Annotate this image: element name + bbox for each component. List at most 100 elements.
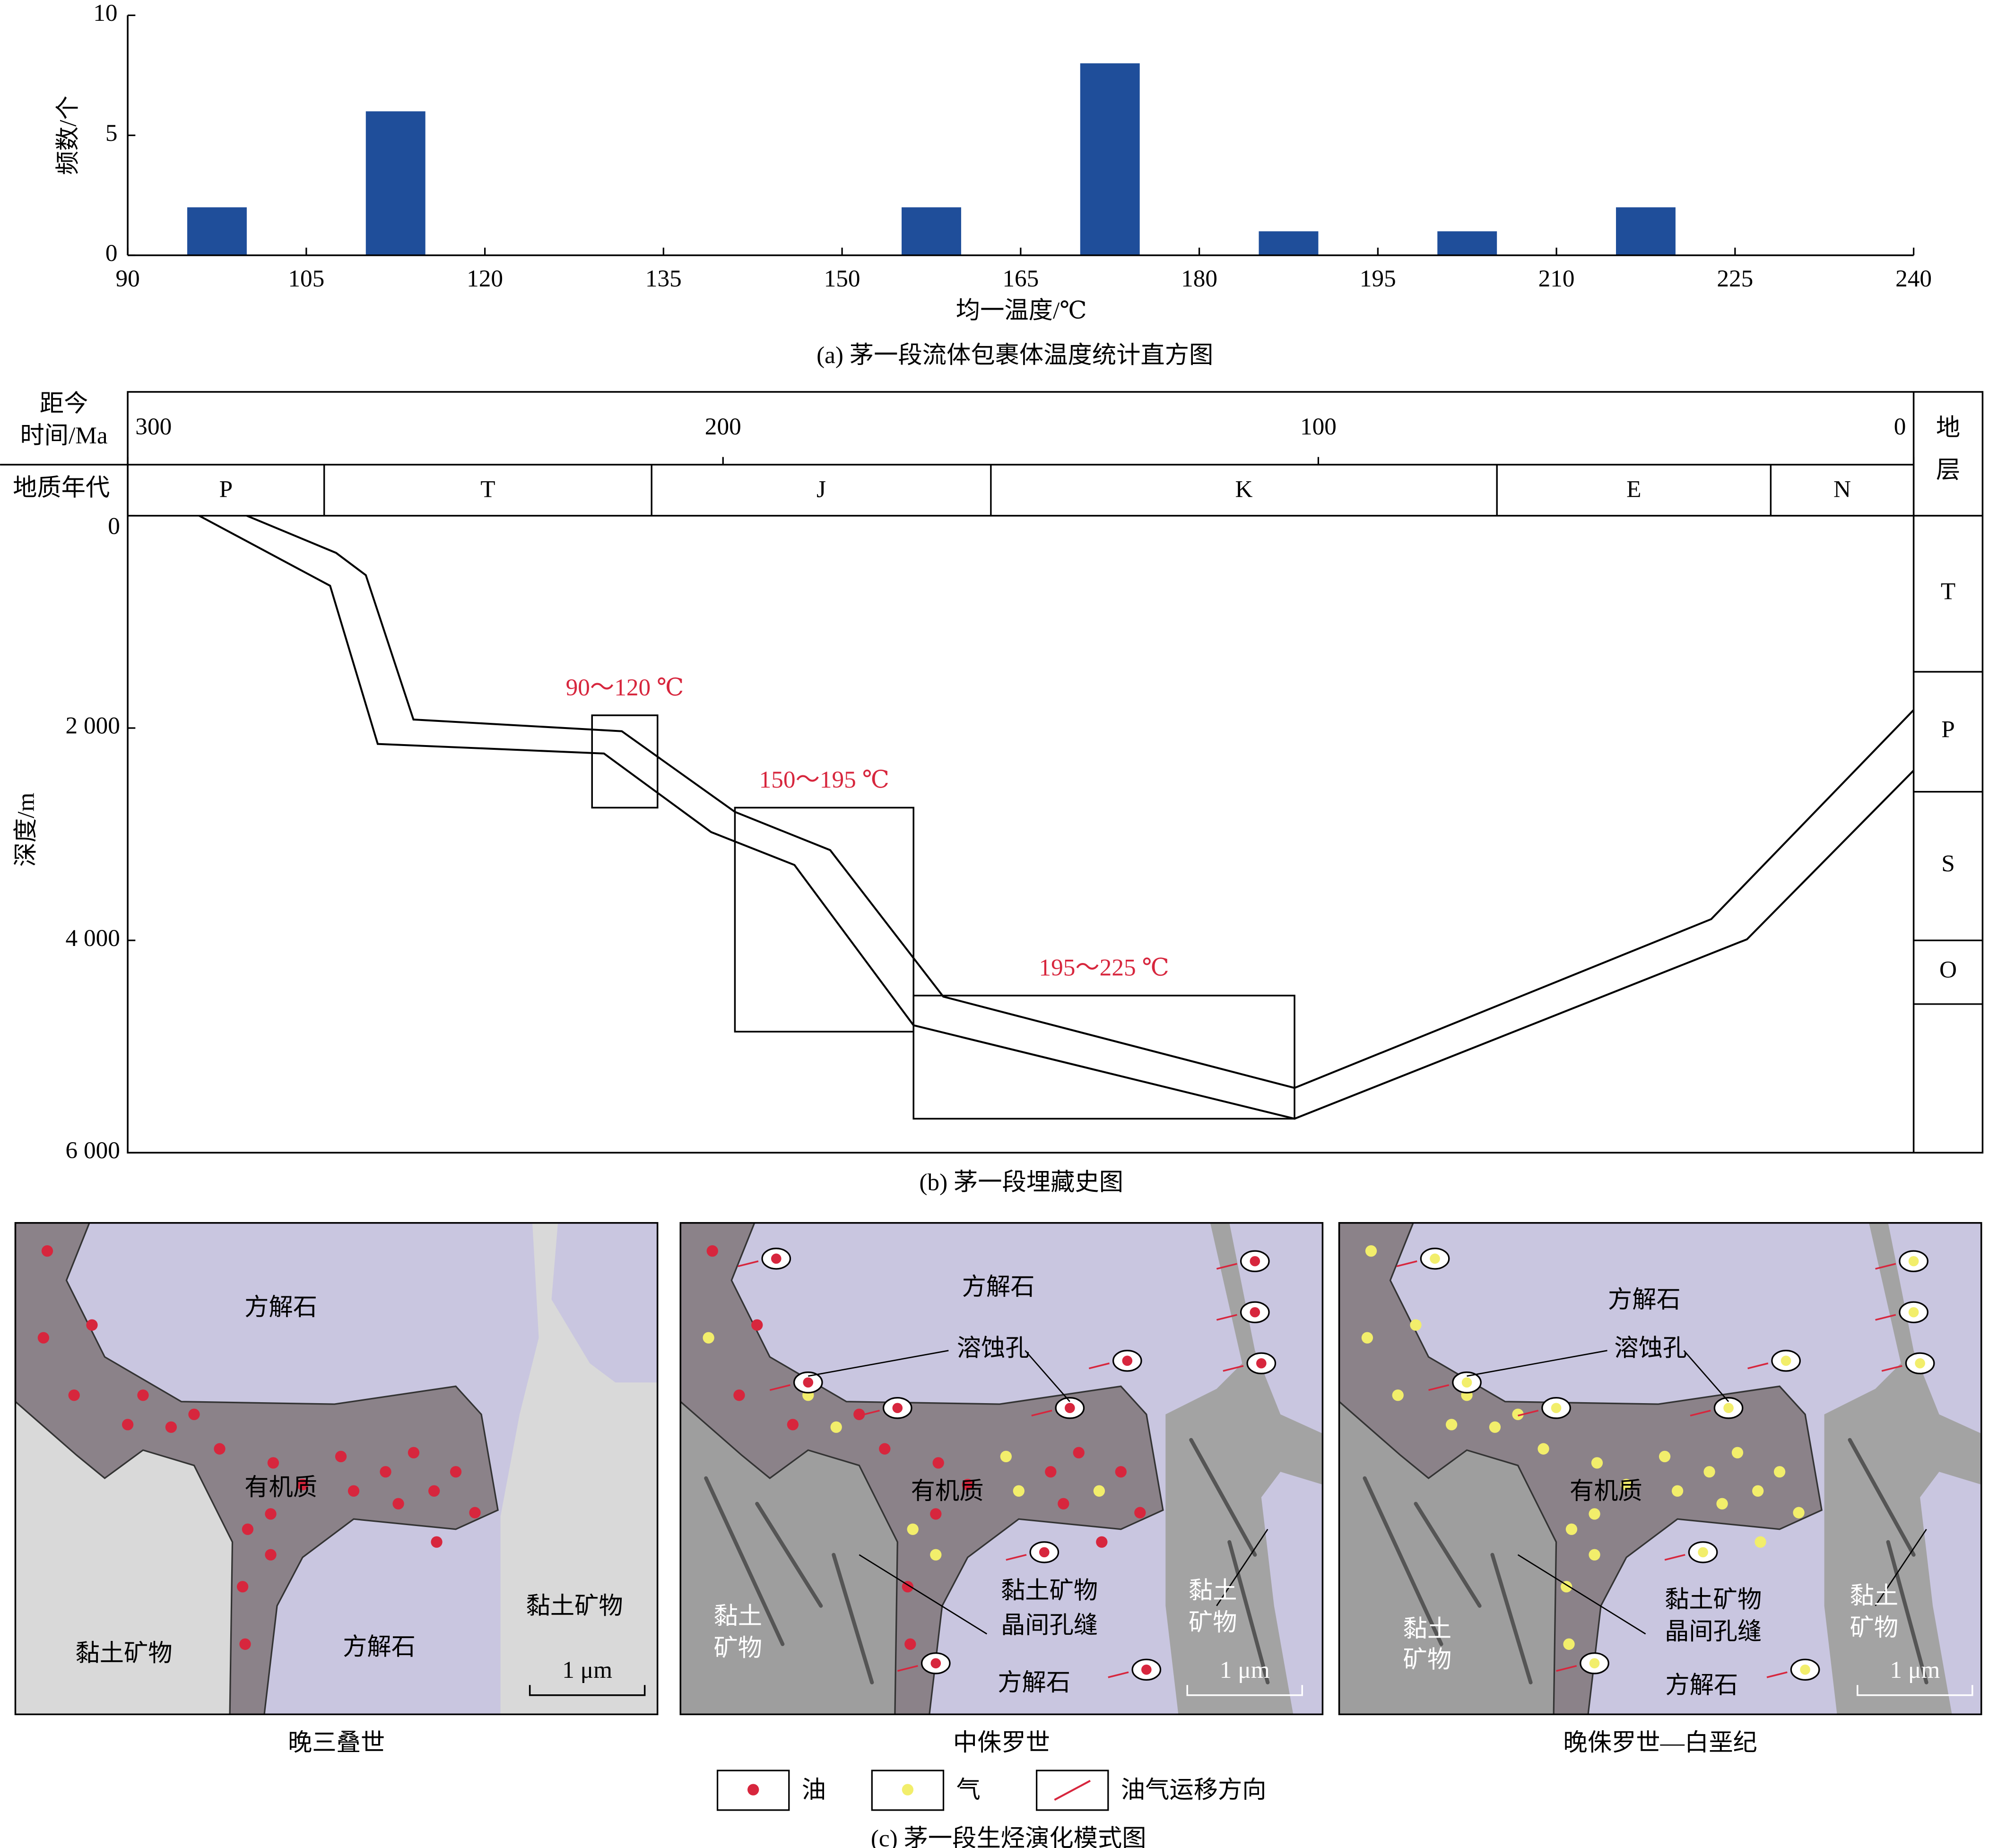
clay-streak <box>1414 1501 1482 1608</box>
strata-label: P <box>1941 716 1955 743</box>
region-label: 黏土 <box>713 1603 762 1630</box>
organic-matter <box>14 1222 499 1715</box>
gas-dot <box>902 1784 914 1796</box>
diagram-title: (c) 茅一段生烃演化模式图 <box>871 1825 1146 1848</box>
oil-dot <box>41 1245 53 1257</box>
bar <box>1080 63 1140 256</box>
bar <box>187 207 247 256</box>
gas-dot <box>1773 1466 1786 1478</box>
oil-dot <box>392 1498 404 1510</box>
migration-arrow <box>1088 1362 1110 1370</box>
period-label: E <box>1626 476 1641 503</box>
period-label: P <box>219 476 233 503</box>
region-label: 黏土 <box>1403 1616 1452 1643</box>
period-label: 地质年代 <box>13 475 110 502</box>
gas-dot <box>1446 1419 1458 1431</box>
oil-dot <box>335 1450 347 1463</box>
temperature-label: 90～120 ℃ <box>566 674 684 701</box>
migration-arrow <box>897 1665 918 1672</box>
period-label: K <box>1235 476 1253 503</box>
region-label: 晶间孔缝 <box>1001 1612 1098 1639</box>
gas-dot <box>1410 1319 1422 1331</box>
oil-dot <box>962 1479 973 1491</box>
temperature-label: 150～195 ℃ <box>759 766 889 793</box>
gas-dot <box>1781 1355 1791 1366</box>
x-tick-label: 0 <box>1894 413 1906 440</box>
oil-dot <box>137 1389 149 1401</box>
migration-arrow <box>1875 1314 1896 1321</box>
clay-streak <box>1227 1540 1270 1684</box>
oil-dot <box>1073 1447 1085 1458</box>
leader-line <box>1517 1554 1646 1635</box>
clay-streak <box>1490 1553 1533 1684</box>
oil-dot <box>408 1447 420 1458</box>
x-tick-label: 210 <box>1538 265 1575 292</box>
gas-dot <box>830 1421 842 1433</box>
migration-arrow <box>1556 1665 1577 1672</box>
gas-dot <box>1000 1450 1012 1463</box>
gas-dot <box>1800 1664 1810 1675</box>
temperature-window <box>912 995 1295 1120</box>
gas-dot <box>1551 1403 1562 1414</box>
bar <box>365 111 426 256</box>
y-tick-label: 0 <box>105 240 118 267</box>
gas-dot <box>1512 1408 1524 1420</box>
leader-line <box>1025 1350 1070 1402</box>
leader-line <box>1216 1529 1268 1606</box>
region-label: 1 μm <box>1220 1657 1270 1683</box>
region-label: 溶蚀孔 <box>1614 1335 1687 1362</box>
bar <box>1437 231 1497 256</box>
oil-dot <box>803 1377 814 1388</box>
oil-dot <box>1039 1547 1050 1558</box>
gas-dot <box>1908 1256 1919 1267</box>
scale-bar <box>1186 1685 1303 1696</box>
panel-border <box>679 1222 1324 1716</box>
gas-dot <box>1392 1389 1404 1401</box>
strata-label: 层 <box>1936 457 1960 484</box>
gas-dot <box>1723 1403 1734 1414</box>
oil-dot <box>1115 1466 1127 1478</box>
scale-bar <box>1857 1685 1973 1696</box>
gas-dot <box>1093 1485 1105 1497</box>
region-label: 方解石 <box>1665 1672 1738 1699</box>
oil-dot <box>787 1419 799 1431</box>
period-label: T <box>480 476 495 503</box>
x-tick-label: 105 <box>288 265 324 292</box>
region-label: 黏土矿物 <box>1665 1586 1762 1613</box>
clay-streak <box>1363 1476 1443 1646</box>
region-label: 1 μm <box>562 1657 612 1683</box>
gas-dot <box>1589 1658 1600 1669</box>
gas-dot <box>1589 1508 1600 1520</box>
gas-dot <box>1365 1245 1377 1257</box>
migration-arrow <box>738 1260 759 1267</box>
gas-dot <box>1915 1358 1925 1369</box>
y-tick-label: 6 000 <box>65 1137 120 1164</box>
strata-label: O <box>1939 956 1957 983</box>
migration-arrow <box>1518 1409 1539 1417</box>
x-tick-label: 90 <box>115 265 139 292</box>
legend-label: 油气运移方向 <box>1121 1777 1267 1804</box>
region-label: 方解石 <box>962 1274 1035 1301</box>
gas-dot <box>1620 1479 1633 1491</box>
y-tick-label: 5 <box>105 120 118 147</box>
y-axis-label: 深度/m <box>12 793 39 867</box>
x-tick-label: 120 <box>467 265 503 292</box>
migration-arrow <box>1766 1671 1788 1678</box>
region-label: 方解石 <box>343 1633 416 1660</box>
clay <box>15 1401 233 1715</box>
oil-dot <box>188 1408 200 1420</box>
oil-dot <box>751 1319 763 1331</box>
x-tick-label: 195 <box>1360 265 1396 292</box>
gas-dot <box>1793 1507 1805 1518</box>
oil-dot <box>265 1508 277 1520</box>
region-label: 黏土矿物 <box>1001 1578 1098 1605</box>
oil-dot <box>380 1466 391 1478</box>
region-label: 晶间孔缝 <box>1665 1618 1762 1645</box>
strata-label: T <box>1941 578 1955 605</box>
clay-streak <box>1189 1438 1257 1557</box>
gas-dot <box>1013 1485 1025 1497</box>
oil-dot <box>1045 1466 1057 1478</box>
panel-border <box>14 1222 659 1716</box>
